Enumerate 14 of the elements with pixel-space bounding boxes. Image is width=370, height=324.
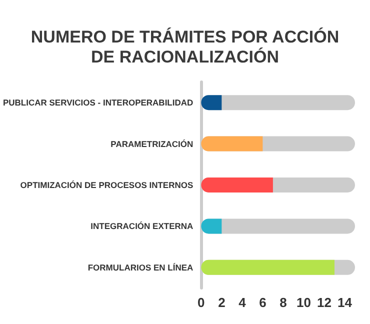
y-tick-label: PARAMETRIZACIÓN [110, 138, 194, 149]
x-tick-label: 8 [280, 295, 287, 310]
x-tick-label: 12 [317, 295, 332, 310]
chart-title: NUMERO DE TRÁMITES POR ACCIÓN DE RACIONALIZACIÓN [30, 26, 340, 66]
y-tick-label: OPTIMIZACIÓN DE PROCESOS INTERNOS [20, 180, 194, 190]
y-tick-label: FORMULARIOS EN LÍNEA [88, 262, 194, 272]
x-tick-label: 2 [218, 295, 226, 310]
y-tick-label: PUBLICAR SERVICIOS - INTEROPERABILIDAD [2, 98, 194, 108]
y-tick-label: INTEGRACIÓN EXTERNA [90, 221, 194, 232]
x-tick-label: 10 [296, 295, 311, 310]
x-tick-label: 0 [198, 295, 205, 310]
x-tick-label: 6 [259, 295, 266, 310]
x-tick-label: 4 [238, 295, 247, 310]
x-tick-label: 14 [338, 295, 353, 310]
